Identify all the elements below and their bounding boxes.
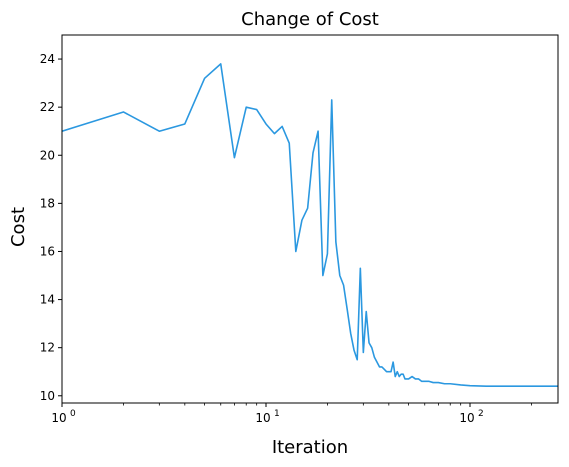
y-tick-label: 20 — [40, 148, 55, 162]
x-tick-exponent: 2 — [478, 409, 484, 419]
y-tick-label: 14 — [40, 293, 55, 307]
x-tick-exponent: 0 — [70, 409, 76, 419]
x-tick-label: 10 — [51, 411, 66, 425]
x-tick-exponent: 1 — [274, 409, 280, 419]
plot-area: 10 12 14 16 18 20 22 24 10 0 10 1 10 2 — [40, 34, 559, 425]
y-axis-label: Cost — [8, 207, 29, 247]
y-tick-label: 24 — [40, 52, 55, 66]
y-tick-label: 16 — [40, 244, 55, 258]
chart-title: Change of Cost — [241, 9, 379, 30]
x-tick-label: 10 — [459, 411, 474, 425]
y-tick-label: 10 — [40, 389, 55, 403]
series-line-0 — [62, 63, 558, 387]
y-tick-label: 12 — [40, 341, 55, 355]
y-tick-label: 18 — [40, 196, 55, 210]
x-axis-label: Iteration — [272, 437, 348, 458]
x-tick-label: 10 — [255, 411, 270, 425]
y-tick-label: 22 — [40, 100, 55, 114]
plot-frame — [61, 34, 559, 404]
